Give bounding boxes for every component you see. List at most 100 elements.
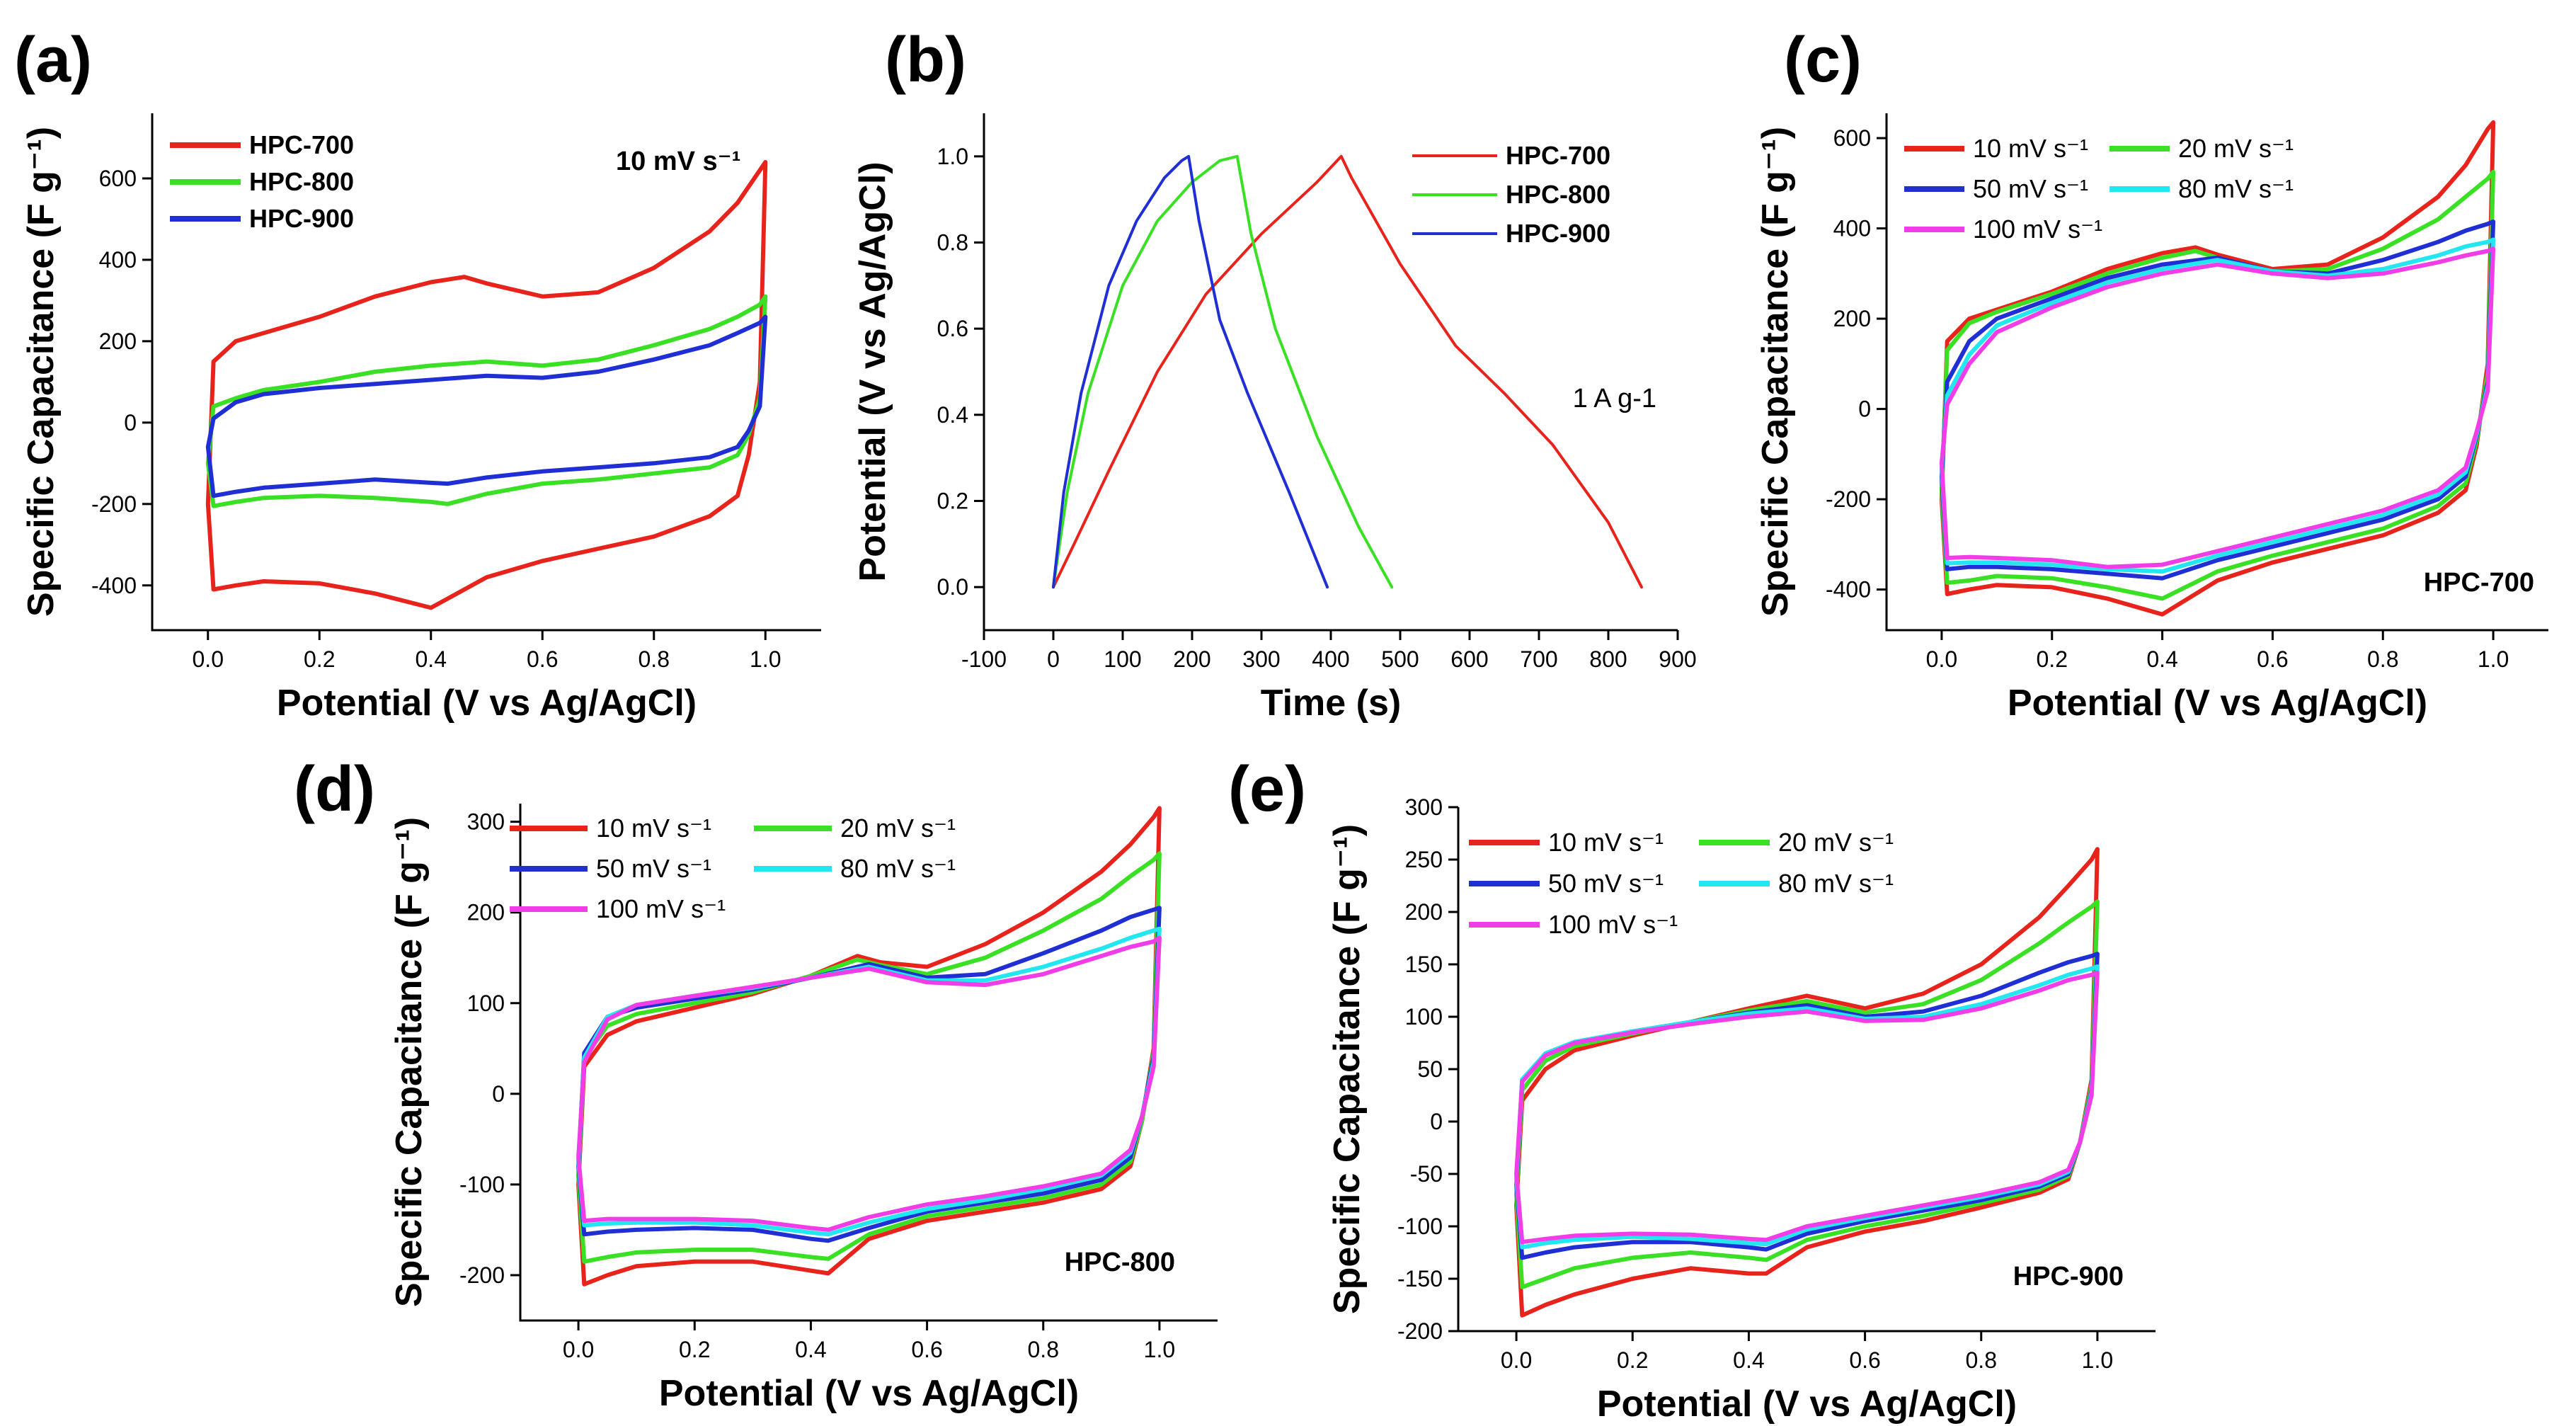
x-axis-title: Potential (V vs Ag/AgCl) (277, 683, 697, 724)
x-tick-label: 1.0 (2082, 1347, 2113, 1373)
panel-a: (a) 0.0 0.2 0.4 0.6 0.8 1.0 -400 -200 0 200 400 600 P… (14, 25, 821, 724)
annotation: HPC-700 (2424, 568, 2534, 598)
panel-b: (b) -100 0 100 200 300 400 500 600 700 800 900 0.0 0.… (852, 25, 1697, 724)
y-tick-label: -200 (1397, 1318, 1443, 1344)
y-tick-label: 1.0 (937, 144, 968, 169)
y-tick-label: -150 (1397, 1266, 1443, 1291)
x-tick-label: 0.2 (1617, 1347, 1648, 1373)
y-axis-title: Specific Capacitance (F g⁻¹) (21, 127, 62, 617)
x-tick-label: 0.6 (911, 1337, 942, 1362)
x-tick-label: 0.4 (795, 1337, 826, 1362)
y-tick-label: 200 (1405, 899, 1443, 925)
legend-label: HPC-700 (249, 130, 354, 159)
series-line-hpc-900 (205, 314, 768, 498)
legend-label: 10 mV s⁻¹ (596, 814, 711, 843)
legend-label: HPC-900 (249, 204, 354, 233)
legend-label: 80 mV s⁻¹ (1778, 869, 1894, 898)
x-axis-title: Potential (V vs Ag/AgCl) (659, 1373, 1079, 1414)
y-tick-label: 0 (1430, 1109, 1443, 1134)
legend-label: 100 mV s⁻¹ (1973, 215, 2102, 244)
y-tick-label: 0.0 (937, 574, 968, 600)
annotation: 10 mV s⁻¹ (616, 147, 740, 176)
x-tick-label: 0.4 (1733, 1347, 1764, 1373)
y-tick-label: 100 (1405, 1004, 1443, 1029)
y-tick-label: 150 (1405, 952, 1443, 977)
y-tick-label: 0.4 (937, 402, 968, 428)
legend: 10 mV s⁻¹ 20 mV s⁻¹ 50 mV s⁻¹ 80 mV s⁻¹ 100 … (1469, 828, 1894, 939)
legend-label: HPC-700 (1506, 141, 1610, 170)
x-tick-label: 700 (1520, 646, 1557, 672)
panel-label-a: (a) (14, 25, 92, 96)
y-tick-label: 0 (124, 410, 137, 435)
y-tick-label: 0 (1858, 397, 1871, 422)
y-axis-title: Potential (V vs Ag/AgCl) (852, 161, 893, 581)
panel-label-b: (b) (885, 25, 966, 96)
series-line-hpc-700 (1052, 154, 1643, 589)
legend-label: 80 mV s⁻¹ (2178, 174, 2294, 203)
y-tick-label: 400 (99, 247, 137, 273)
x-tick-label: 100 (1104, 646, 1141, 672)
legend-label: HPC-800 (1506, 180, 1610, 209)
x-tick-label: 0.0 (1926, 646, 1957, 672)
x-tick-label: 0.0 (193, 646, 224, 672)
x-tick-label: 400 (1312, 646, 1349, 672)
y-tick-label: 0.8 (937, 230, 968, 256)
x-tick-label: 200 (1173, 646, 1210, 672)
x-tick-label: -100 (961, 646, 1007, 672)
legend-label: 50 mV s⁻¹ (1548, 869, 1664, 898)
x-tick-label: 0.2 (304, 646, 335, 672)
legend-label: HPC-800 (249, 167, 354, 196)
y-tick-label: 0 (492, 1081, 505, 1107)
legend-label: 10 mV s⁻¹ (1973, 134, 2088, 163)
x-tick-label: 0.8 (2367, 646, 2398, 672)
y-tick-label: 300 (467, 809, 505, 835)
x-axis-title: Potential (V vs Ag/AgCl) (1597, 1384, 2017, 1425)
y-axis-title: Specific Capacitance (F g⁻¹) (389, 817, 430, 1307)
x-tick-label: 600 (1450, 646, 1488, 672)
x-tick-label: 0.8 (639, 646, 670, 672)
series-line-100-mv-s-inv (1939, 246, 2496, 569)
legend: 10 mV s⁻¹ 20 mV s⁻¹ 50 mV s⁻¹ 80 mV s⁻¹ 100 … (510, 814, 956, 923)
y-tick-label: 50 (1417, 1056, 1443, 1082)
axes-frame (151, 113, 821, 632)
y-tick-label: 400 (1833, 216, 1871, 241)
series-line-80-mv-s-inv (1514, 964, 2100, 1250)
legend-label: 10 mV s⁻¹ (1548, 828, 1664, 857)
y-tick-label: -200 (1826, 486, 1871, 512)
series-line-20-mv-s-inv (1939, 169, 2496, 601)
y-tick-label: 200 (1833, 306, 1871, 331)
x-tick-label: 0.4 (416, 646, 447, 672)
series-line-100-mv-s-inv (576, 935, 1162, 1232)
annotation: 1 A g-1 (1573, 384, 1656, 413)
y-tick-label: -200 (459, 1262, 505, 1288)
legend-label: HPC-900 (1506, 219, 1610, 248)
y-tick-label: -400 (1826, 577, 1871, 603)
legend: HPC-700 HPC-800 HPC-900 (1412, 141, 1610, 248)
x-tick-label: 0.6 (1849, 1347, 1880, 1373)
legend-label: 20 mV s⁻¹ (1778, 828, 1894, 857)
x-tick-label: 1.0 (750, 646, 781, 672)
series-line-10-mv-s-inv (1939, 120, 2496, 617)
legend-label: 80 mV s⁻¹ (840, 854, 956, 883)
series-line-hpc-900 (1052, 154, 1329, 589)
x-tick-label: 0 (1047, 646, 1060, 672)
y-tick-label: 100 (467, 991, 505, 1016)
x-tick-label: 0.0 (563, 1337, 594, 1362)
x-tick-label: 300 (1242, 646, 1280, 672)
x-tick-label: 900 (1659, 646, 1696, 672)
x-tick-label: 800 (1589, 646, 1627, 672)
y-tick-label: -200 (91, 491, 137, 517)
y-tick-label: 600 (1833, 125, 1871, 151)
y-axis-title: Specific Capacitance (F g⁻¹) (1327, 824, 1368, 1314)
x-tick-label: 0.2 (679, 1337, 710, 1362)
x-axis-title: Time (s) (1261, 683, 1401, 724)
x-tick-label: 500 (1381, 646, 1419, 672)
panel-label-e: (e) (1228, 754, 1306, 825)
axes-frame (1885, 113, 2548, 632)
legend-label: 20 mV s⁻¹ (2178, 134, 2294, 163)
panel-d: (d) 0.0 0.2 0.4 0.6 0.8 1.0 -200 -100 0 100 200 300 P… (294, 754, 1218, 1414)
x-tick-label: 0.8 (1028, 1337, 1059, 1362)
y-tick-label: 200 (467, 900, 505, 925)
y-tick-label: 600 (99, 166, 137, 191)
